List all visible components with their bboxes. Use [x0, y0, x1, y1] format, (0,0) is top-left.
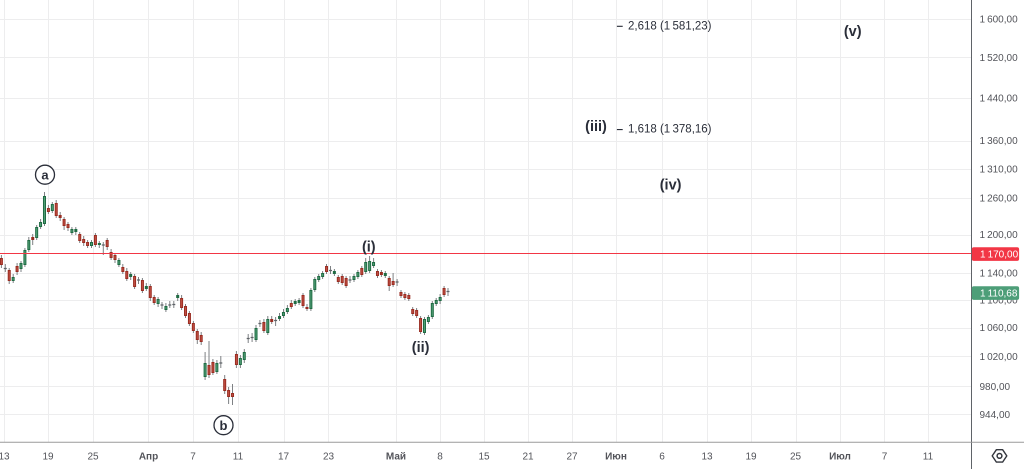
svg-text:27: 27: [566, 451, 578, 462]
svg-text:Июл: Июл: [829, 451, 851, 462]
svg-text:25: 25: [87, 451, 99, 462]
svg-text:(iv): (iv): [660, 178, 682, 194]
svg-text:25: 25: [790, 451, 802, 462]
svg-text:7: 7: [190, 451, 196, 462]
svg-text:1 360,00: 1 360,00: [980, 136, 1019, 147]
svg-text:2,618 (1 581,23): 2,618 (1 581,23): [628, 21, 712, 33]
svg-text:17: 17: [278, 451, 290, 462]
svg-text:13: 13: [0, 451, 10, 462]
svg-text:15: 15: [478, 451, 490, 462]
svg-text:11: 11: [923, 451, 934, 462]
svg-text:944,00: 944,00: [980, 410, 1011, 421]
svg-text:23: 23: [323, 451, 335, 462]
svg-text:a: a: [41, 167, 49, 182]
svg-text:(i): (i): [362, 240, 376, 256]
svg-text:Апр: Апр: [139, 451, 158, 462]
svg-text:(iii): (iii): [585, 119, 607, 135]
svg-text:19: 19: [745, 451, 757, 462]
svg-text:19: 19: [42, 451, 54, 462]
svg-text:(v): (v): [844, 24, 862, 40]
svg-text:1 440,00: 1 440,00: [980, 93, 1019, 104]
svg-text:Июн: Июн: [605, 451, 627, 462]
svg-text:1 260,00: 1 260,00: [980, 194, 1019, 205]
svg-text:11: 11: [233, 451, 244, 462]
svg-text:1 140,00: 1 140,00: [980, 269, 1019, 280]
svg-text:1 020,00: 1 020,00: [980, 352, 1019, 363]
svg-text:1 170,00: 1 170,00: [980, 250, 1019, 261]
svg-text:1 200,00: 1 200,00: [980, 230, 1019, 241]
svg-text:1 060,00: 1 060,00: [980, 323, 1019, 334]
svg-text:Май: Май: [386, 451, 406, 462]
svg-text:8: 8: [437, 451, 443, 462]
svg-text:1 310,00: 1 310,00: [980, 164, 1019, 175]
svg-text:b: b: [220, 418, 228, 433]
svg-text:1 110,68: 1 110,68: [980, 289, 1018, 300]
svg-text:13: 13: [701, 451, 713, 462]
svg-text:(ii): (ii): [412, 340, 430, 356]
svg-text:21: 21: [522, 451, 534, 462]
svg-text:7: 7: [882, 451, 888, 462]
svg-text:6: 6: [659, 451, 665, 462]
svg-text:1,618 (1 378,16): 1,618 (1 378,16): [628, 124, 712, 136]
svg-text:980,00: 980,00: [980, 382, 1011, 393]
svg-text:1 520,00: 1 520,00: [980, 53, 1019, 64]
svg-text:1 100,00: 1 100,00: [980, 295, 1019, 306]
svg-text:1 600,00: 1 600,00: [980, 14, 1019, 25]
